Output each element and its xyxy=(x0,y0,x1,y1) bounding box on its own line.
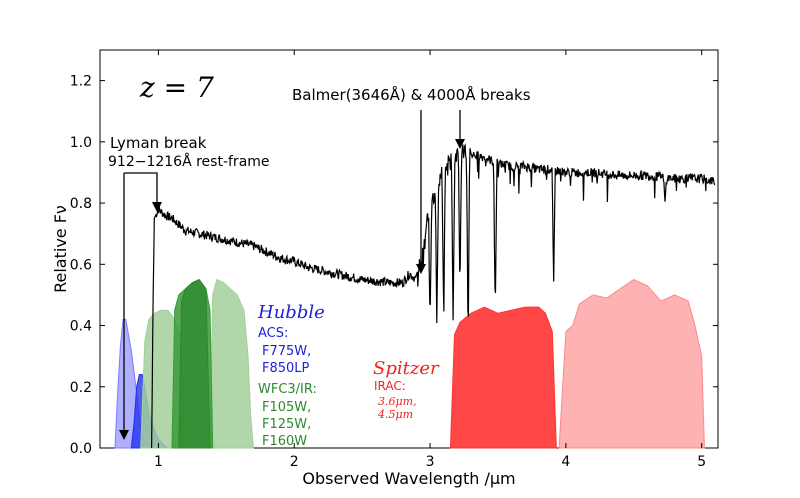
y-tick-label: 0.0 xyxy=(70,441,92,457)
acs-filter-2: F850LP xyxy=(262,361,310,376)
filters-layer xyxy=(114,278,705,449)
irac-filter-2: 4.5μm xyxy=(377,408,413,421)
lyman-break-subtitle: 912−1216Å rest-frame xyxy=(108,153,270,170)
balmer-arrowhead-1 xyxy=(416,264,426,274)
lyman-arrowhead-right xyxy=(152,202,162,212)
filter-curve-7 xyxy=(558,279,705,449)
y-axis-label: Relative Fν xyxy=(51,205,70,293)
lyman-arrowhead-left xyxy=(119,430,129,440)
ticks-layer: 1 2 3 4 5 0.0 0.2 0.4 0.6 0.8 1.0 1.2 xyxy=(70,50,718,470)
spectrum-line xyxy=(151,143,716,449)
x-tick-label: 3 xyxy=(426,454,435,470)
acs-label: ACS: xyxy=(258,326,288,341)
balmer-arrowhead-2 xyxy=(455,139,465,149)
lyman-break-title: Lyman break xyxy=(110,134,207,152)
x-tick-label: 2 xyxy=(290,454,299,470)
x-tick-label: 1 xyxy=(154,454,163,470)
filter-curve-2 xyxy=(209,278,255,449)
y-tick-label: 1.2 xyxy=(70,74,92,90)
lyman-arrow-right xyxy=(124,172,158,205)
spitzer-title: Spitzer xyxy=(373,358,440,379)
redshift-label: z = 7 xyxy=(139,71,214,104)
wfc3-filter-1: F105W, xyxy=(262,400,311,415)
y-tick-label: 0.8 xyxy=(70,196,92,212)
filter-curve-6 xyxy=(449,306,557,449)
irac-filter-1: 3.6μm, xyxy=(378,395,417,408)
wfc3-label: WFC3/IR: xyxy=(258,382,317,397)
filter-curve-5 xyxy=(178,278,211,449)
spectrum-layer xyxy=(151,143,716,449)
y-tick-label: 0.2 xyxy=(70,380,92,396)
x-tick-label: 4 xyxy=(561,454,570,470)
x-tick-label: 5 xyxy=(697,454,706,470)
hubble-title: Hubble xyxy=(257,302,325,323)
y-tick-label: 1.0 xyxy=(70,135,92,151)
wfc3-filter-2: F125W, xyxy=(262,417,311,432)
y-tick-label: 0.4 xyxy=(70,319,92,335)
wfc3-filter-3: F160W xyxy=(262,434,307,449)
x-axis-label: Observed Wavelength /μm xyxy=(302,469,515,488)
acs-filter-1: F775W, xyxy=(262,344,311,359)
y-tick-label: 0.6 xyxy=(70,257,92,273)
irac-label: IRAC: xyxy=(374,379,406,393)
balmer-break-label: Balmer(3646Å) & 4000Å breaks xyxy=(292,85,531,104)
